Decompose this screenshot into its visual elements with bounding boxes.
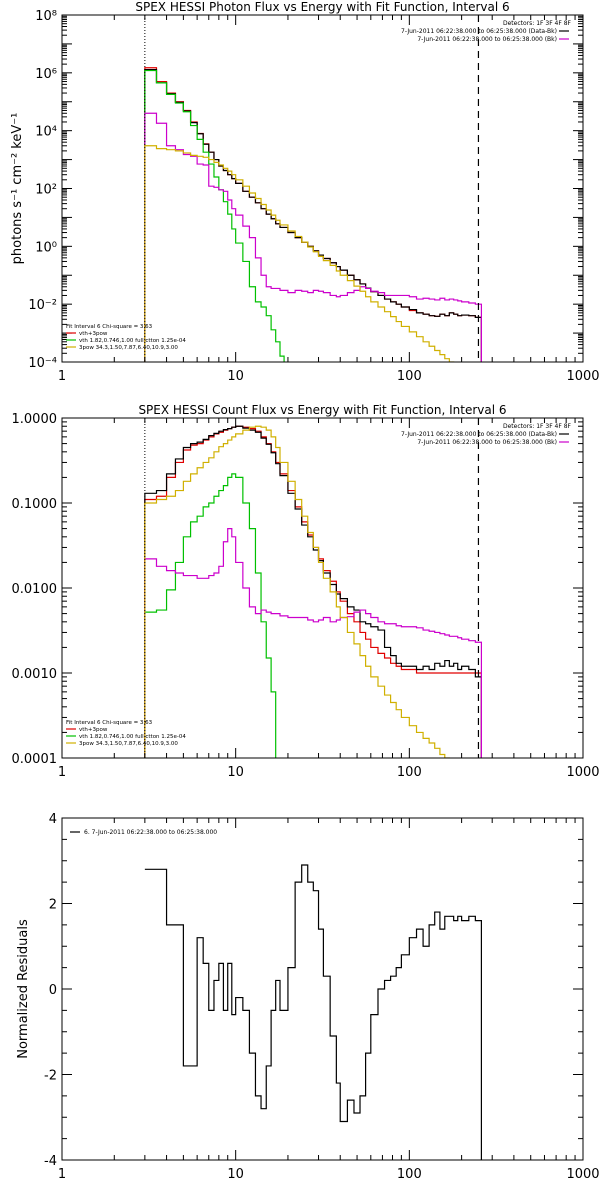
y-axis-label: Normalized Residuals <box>16 919 31 1059</box>
legend-bottom-left-text: Fit Interval 6 Chi-square = 3.63 <box>66 324 153 330</box>
legend-top-right-text: Detectors: 1F 3F 4F 8F <box>503 20 572 27</box>
y-tick-label: 0.0010 <box>12 667 58 682</box>
plot-frame <box>61 417 584 759</box>
legend-top-right-text: 7-Jun-2011 06:22:38.000 to 06:25:38.000 … <box>401 431 557 438</box>
legend-bottom-left-text: vth 1.82,0.746,1.00 full ctton 1.25e-04 <box>79 338 186 344</box>
x-tick-label: 10 <box>227 369 244 384</box>
series-line-3 <box>144 69 285 362</box>
legend-bottom-left-text: vth+3pow <box>79 331 108 337</box>
series-group <box>144 425 482 758</box>
series-line-2 <box>144 68 482 362</box>
x-tick-label: 1000 <box>566 1167 599 1182</box>
legend-bottom-left-text: vth+3pow <box>79 727 108 733</box>
series-line-4 <box>144 112 482 362</box>
series-line-5 <box>144 145 455 362</box>
y-tick-label: 10² <box>35 183 57 198</box>
x-tick-label: 100 <box>397 765 422 780</box>
legend-top-right-text: 7-Jun-2011 06:22:38.000 to 06:25:38.000 … <box>417 439 557 446</box>
x-tick-label: 10 <box>227 1167 244 1182</box>
series-line-3 <box>144 473 277 758</box>
series-line-4 <box>144 527 482 758</box>
series-line-1 <box>144 425 482 758</box>
x-tick-label: 1 <box>58 369 66 384</box>
x-tick-label: 10 <box>227 765 244 780</box>
chart-panel-2: SPEX HESSI Count Flux vs Energy with Fit… <box>12 403 600 780</box>
chart-panel-3: 1 10 100 1000 -4 -2 0 2 4 Normalized Residuals 6. … <box>16 812 600 1182</box>
y-tick-label: 4 <box>49 812 57 827</box>
series-group <box>144 864 482 1160</box>
series-line-5 <box>144 425 450 758</box>
y-tick-label: 10⁻⁴ <box>28 356 57 371</box>
y-tick-label: 10⁰ <box>35 240 57 255</box>
legend-bottom-left-text: vth 1.82,0.746,1.00 full ctton 1.25e-04 <box>79 734 186 740</box>
chart-panel-1: SPEX HESSI Photon Flux vs Energy with Fi… <box>10 0 600 384</box>
plot-frame <box>61 14 584 363</box>
y-tick-label: -2 <box>44 1069 57 1084</box>
x-tick-label: 1 <box>58 1167 66 1182</box>
y-tick-label: 10⁶ <box>35 67 57 82</box>
y-tick-label: 0.0001 <box>12 752 58 767</box>
legend-bottom-left-text: Fit Interval 6 Chi-square = 3.63 <box>66 720 153 726</box>
series-line-1 <box>144 864 482 1160</box>
y-tick-label: 10⁴ <box>35 125 57 140</box>
legend-top-right-text: Detectors: 1F 3F 4F 8F <box>503 423 572 430</box>
x-tick-label: 1 <box>58 765 66 780</box>
y-tick-label: 1.0000 <box>12 412 58 427</box>
y-tick-label: 0.1000 <box>12 497 58 512</box>
plot-frame <box>61 817 584 1161</box>
series-line-2 <box>144 425 482 758</box>
legend-top-right-text: 7-Jun-2011 06:22:38.000 to 06:25:38.000 … <box>401 28 557 35</box>
y-tick-label: 10⁻² <box>28 298 57 313</box>
chart-title: SPEX HESSI Count Flux vs Energy with Fit… <box>138 403 506 417</box>
x-tick-label: 100 <box>397 369 422 384</box>
legend-top-right-text: 7-Jun-2011 06:22:38.000 to 06:25:38.000 … <box>417 36 557 43</box>
legend-text: 6. 7-Jun-2011 06:22:38.000 to 06:25:38.0… <box>84 829 217 836</box>
y-tick-label: 0 <box>49 983 57 998</box>
x-tick-label: 1000 <box>566 765 599 780</box>
legend-bottom-left-text: 3pow 34.3,1.50,7.87,6.40,10.9,3.00 <box>79 741 178 747</box>
series-group <box>144 67 482 362</box>
y-tick-label: 2 <box>49 898 57 913</box>
y-tick-label: -4 <box>44 1154 57 1169</box>
y-axis-label: photons s⁻¹ cm⁻² keV⁻¹ <box>10 113 25 265</box>
chart-title: SPEX HESSI Photon Flux vs Energy with Fi… <box>135 0 509 14</box>
series-line-1 <box>144 67 482 362</box>
legend-bottom-left-text: 3pow 34.3,1.50,7.87,6.40,10.9,3.00 <box>79 345 178 351</box>
y-tick-label: 0.0100 <box>12 582 58 597</box>
y-tick-label: 10⁸ <box>35 9 57 24</box>
x-tick-label: 1000 <box>566 369 599 384</box>
x-tick-label: 100 <box>397 1167 422 1182</box>
